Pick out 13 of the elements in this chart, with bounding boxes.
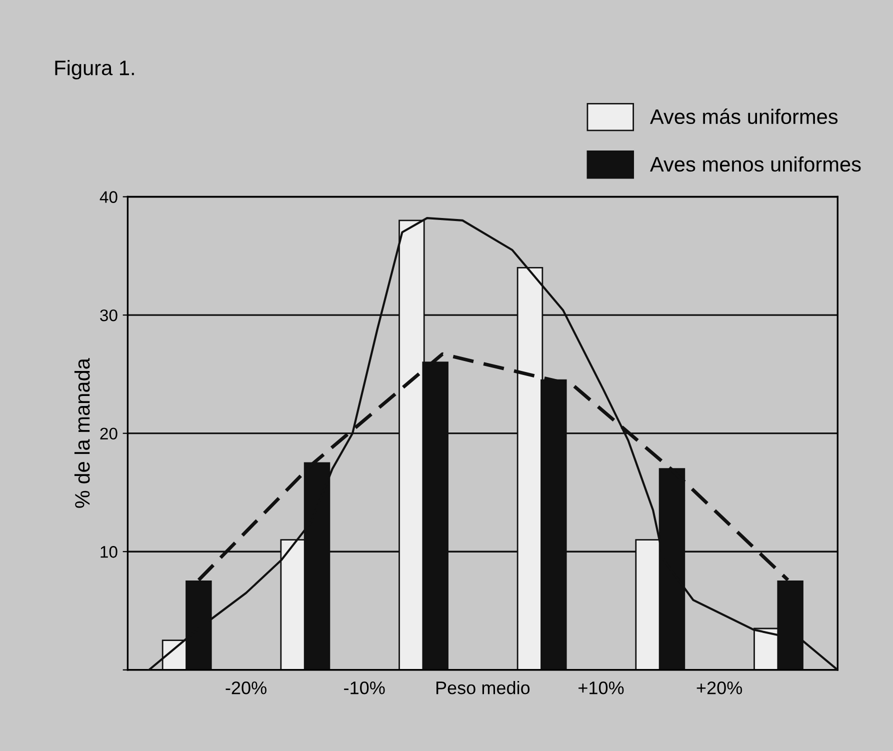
x-tick-label: +10% xyxy=(578,681,624,694)
legend-label: Aves más uniformes xyxy=(650,108,838,124)
x-tick-label: Peso medio xyxy=(436,681,530,694)
y-tick-label: 30 xyxy=(100,309,118,322)
legend-label: Aves menos uniformes xyxy=(650,156,861,172)
y-tick-label: 10 xyxy=(100,546,118,558)
y-tick-label: 20 xyxy=(100,428,118,440)
y-axis-title: % de la manada xyxy=(74,358,90,508)
x-tick-label: -10% xyxy=(344,681,385,694)
y-tick-label: 40 xyxy=(100,191,118,203)
x-tick-label: +20% xyxy=(696,681,742,694)
chart-title: Figura 1. xyxy=(55,60,134,80)
x-tick-label: -20% xyxy=(226,681,266,694)
